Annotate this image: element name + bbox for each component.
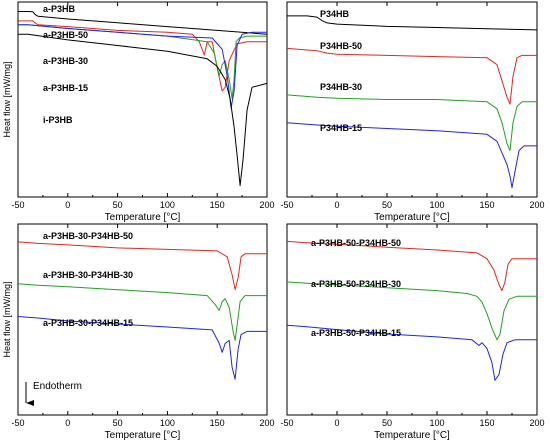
series-label: a-P3HB [43,4,76,14]
x-tick-label: 100 [160,200,175,210]
series-line-a-P3HB-50-P34HB-30 [286,281,537,341]
x-tick-label: 50 [113,418,123,428]
x-tick-label: 100 [160,418,175,428]
series-label: a-P3HB-30 [43,56,88,66]
x-tick-label: 150 [479,200,494,210]
series-label: a-P3HB-50-P34HB-15 [311,328,401,338]
y-axis-label: Heat flow [mW/mg] [2,281,12,357]
series-line-a-P3HB-30-P34HB-15 [17,316,267,380]
series-label: a-P3HB-30-P34HB-50 [43,231,133,241]
plot-frame [286,223,538,416]
x-tick-label: 150 [210,200,225,210]
x-tick-label: 50 [113,200,123,210]
x-tick-label: 0 [65,418,70,428]
x-tick-label: 100 [429,200,444,210]
x-tick-label: 100 [429,418,444,428]
series-line-i-P3HB [18,33,268,187]
series-line-a-P3HB-30-P34HB-30 [17,283,267,341]
series-line-P34HB-15 [286,122,537,189]
series-label: P34HB-15 [320,123,362,133]
panel-top-left: -50 0 50 100 150 200 Temperature [°C] Heat flow… [2,1,275,223]
x-tick-label: 200 [259,418,274,428]
series-label: P34HB-50 [320,41,362,51]
x-axis-label: Temperature [°C] [105,212,181,223]
x-tick-label: -50 [280,418,293,428]
series-line-a-P3HB-30-P34HB-50 [17,241,267,291]
x-axis-label: Temperature [°C] [374,430,450,441]
series-line-a-P3HB [18,11,268,35]
endotherm-annotation: Endotherm [25,381,82,406]
panel-top-right: -50 0 50 100 150 200 Temperature [°C] P34HB P34H… [280,1,545,223]
series-label: a-P3HB-50-P34HB-50 [311,238,401,248]
x-tick-label: 0 [334,418,339,428]
x-tick-label: 200 [529,200,544,210]
series-line-a-P3HB-50 [18,20,267,92]
series-line-a-P3HB-50-P34HB-50 [286,240,537,292]
series-line-P34HB-30 [286,94,537,152]
panel-bottom-right: -50 0 50 100 150 200 Temperature [°C] a-P3HB-50… [280,223,545,441]
series-label: a-P3HB-50 [43,30,88,40]
y-axis-label: Heat flow [mW/mg] [2,61,12,137]
series-label: a-P3HB-30-P34HB-15 [43,318,133,328]
x-axis-label: Temperature [°C] [374,212,450,223]
series-label: i-P3HB [43,115,73,125]
series-line-P34HB [287,15,538,31]
series-label: a-P3HB-50-P34HB-30 [311,279,401,289]
series-line-a-P3HB-50-P34HB-15 [286,324,537,381]
series-line-a-P3HB-15 [18,24,267,109]
x-tick-label: 50 [382,418,392,428]
x-tick-label: -50 [280,200,293,210]
x-tick-label: 150 [479,418,494,428]
endotherm-label: Endotherm [33,381,82,392]
x-tick-label: -50 [11,200,24,210]
x-tick-label: 200 [529,418,544,428]
panel-bottom-left: -50 0 50 100 150 200 Temperature [°C] Heat flow… [2,223,275,441]
x-tick-label: -50 [11,418,24,428]
x-tick-label: 50 [382,200,392,210]
series-line-P34HB-50 [286,47,537,105]
series-label: P34HB [320,9,350,19]
x-tick-label: 0 [334,200,339,210]
series-label: P34HB-30 [320,82,362,92]
x-tick-label: 0 [65,200,70,210]
x-tick-label: 150 [210,418,225,428]
series-label: a-P3HB-30-P34HB-30 [43,270,133,280]
x-tick-label: 200 [259,200,274,210]
series-label: a-P3HB-15 [43,83,88,93]
x-axis-label: Temperature [°C] [105,430,181,441]
